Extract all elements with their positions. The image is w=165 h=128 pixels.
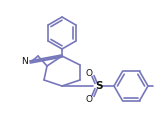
Text: S: S — [95, 81, 103, 91]
Text: O: O — [85, 94, 93, 104]
Text: N: N — [21, 57, 27, 67]
Text: O: O — [85, 68, 93, 77]
